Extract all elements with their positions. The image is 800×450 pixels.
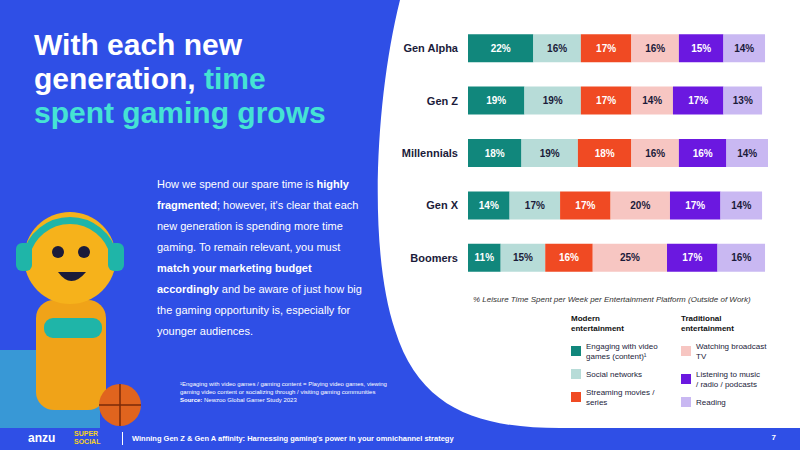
svg-text:22%: 22%: [491, 43, 511, 54]
svg-text:16%: 16%: [559, 252, 579, 263]
svg-text:entertainment: entertainment: [681, 324, 734, 333]
svg-text:16%: 16%: [693, 148, 713, 159]
svg-text:/ radio / podcasts: / radio / podcasts: [696, 380, 757, 389]
svg-text:17%: 17%: [685, 200, 705, 211]
svg-text:13%: 13%: [733, 95, 753, 106]
svg-text:TV: TV: [696, 352, 707, 361]
html-text:How we spend our spare time is: How we spend our spare time is highly fr…: [157, 178, 359, 253]
svg-text:20%: 20%: [630, 200, 650, 211]
svg-text:14%: 14%: [642, 95, 662, 106]
svg-text:17%: 17%: [525, 200, 545, 211]
svg-text:series: series: [586, 398, 607, 407]
svg-text:entertainment: entertainment: [571, 324, 624, 333]
html-text:anzu: anzu: [28, 431, 56, 445]
html-text:SUPER SOCIAL: SUPER SOCIAL: [74, 430, 101, 445]
html-text:¹Engaging with video games / g: ¹Engaging with video games / gaming cont…: [180, 381, 387, 395]
svg-text:Watching broadcast: Watching broadcast: [696, 342, 767, 351]
svg-text:16%: 16%: [731, 252, 751, 263]
svg-text:11%: 11%: [475, 252, 495, 263]
svg-text:25%: 25%: [620, 252, 640, 263]
svg-text:Boomers: Boomers: [410, 252, 458, 264]
svg-text:15%: 15%: [513, 252, 533, 263]
svg-text:17%: 17%: [596, 95, 616, 106]
svg-text:16%: 16%: [645, 43, 665, 54]
svg-text:Modern: Modern: [571, 314, 600, 323]
svg-text:Streaming movies /: Streaming movies /: [586, 388, 655, 397]
svg-text:18%: 18%: [595, 148, 615, 159]
svg-text:Reading: Reading: [696, 398, 726, 407]
svg-text:Gen Z: Gen Z: [427, 95, 458, 107]
html-text:Winning Gen Z & Gen A affinity: Winning Gen Z & Gen A affinity: Harnessi…: [132, 434, 454, 443]
svg-text:Gen X: Gen X: [426, 199, 458, 211]
svg-text:14%: 14%: [731, 200, 751, 211]
svg-text:Millennials: Millennials: [402, 147, 458, 159]
svg-text:16%: 16%: [547, 43, 567, 54]
svg-text:18%: 18%: [485, 148, 505, 159]
html-text:With each new generation, time: With each new generation, time spent gam…: [34, 28, 326, 129]
svg-text:games (content)¹: games (content)¹: [586, 352, 647, 361]
svg-text:Listening to music: Listening to music: [696, 370, 760, 379]
html-text:match your marketing budget ac: match your marketing budget accordingly …: [157, 262, 362, 337]
svg-text:17%: 17%: [682, 252, 702, 263]
svg-text:Gen Alpha: Gen Alpha: [403, 42, 458, 54]
svg-text:17%: 17%: [688, 95, 708, 106]
svg-text:Traditional: Traditional: [681, 314, 721, 323]
svg-text:19%: 19%: [540, 148, 560, 159]
svg-text:16%: 16%: [645, 148, 665, 159]
svg-text:% Leisure Time Spent per Week: % Leisure Time Spent per Week per Entert…: [473, 295, 751, 304]
html-text:7: 7: [771, 433, 776, 442]
svg-text:15%: 15%: [691, 43, 711, 54]
svg-text:17%: 17%: [596, 43, 616, 54]
svg-text:14%: 14%: [479, 200, 499, 211]
svg-text:Engaging with video: Engaging with video: [586, 342, 658, 351]
svg-text:17%: 17%: [575, 200, 595, 211]
svg-text:14%: 14%: [737, 148, 757, 159]
svg-text:14%: 14%: [734, 43, 754, 54]
svg-text:19%: 19%: [543, 95, 563, 106]
svg-text:19%: 19%: [486, 95, 506, 106]
svg-text:Social networks: Social networks: [586, 370, 642, 379]
html-text:Source: Newzoo Global Gamer St: Source: Newzoo Global Gamer Study 2023: [180, 397, 297, 403]
